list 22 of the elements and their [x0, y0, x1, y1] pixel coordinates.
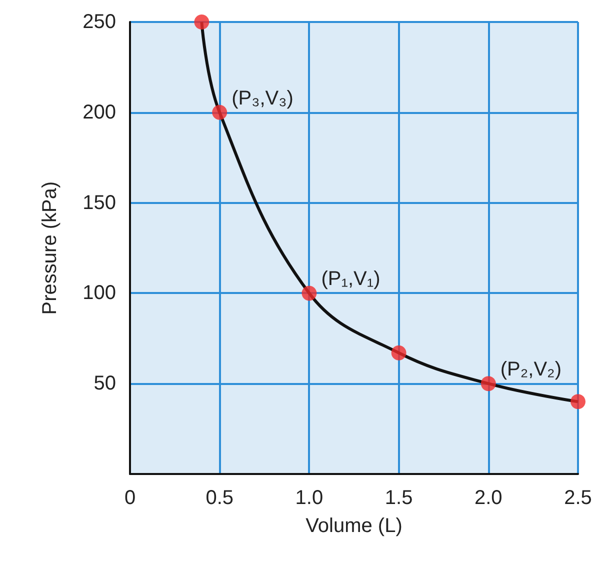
y-tick-label: 200: [82, 101, 116, 124]
point: [480, 376, 496, 392]
point: [302, 286, 317, 301]
x-tick-label: 0: [124, 487, 136, 509]
y-tick-label: 150: [82, 192, 116, 214]
point: [212, 104, 228, 120]
y-tick-label: 50: [94, 372, 116, 395]
x-tick-label: 1.5: [384, 487, 413, 509]
point: [570, 394, 586, 410]
x-tick-label: 2.5: [564, 487, 592, 509]
x-tick-label: 1.0: [295, 487, 324, 509]
point: [194, 14, 210, 30]
annotation: (P₁,V₁): [321, 268, 380, 290]
y-tick-label: 100: [82, 282, 116, 304]
annotation: (P₃,V₃): [232, 87, 294, 110]
x-axis-title: Volume (L): [306, 515, 402, 537]
x-tick-label: 2.0: [474, 487, 502, 509]
annotation: (P₂,V₂): [500, 358, 562, 381]
y-tick-label: 250: [82, 11, 116, 33]
y-axis-title: Pressure (kPa): [39, 181, 61, 315]
point: [391, 345, 406, 360]
x-tick-label: 0.5: [206, 487, 234, 509]
